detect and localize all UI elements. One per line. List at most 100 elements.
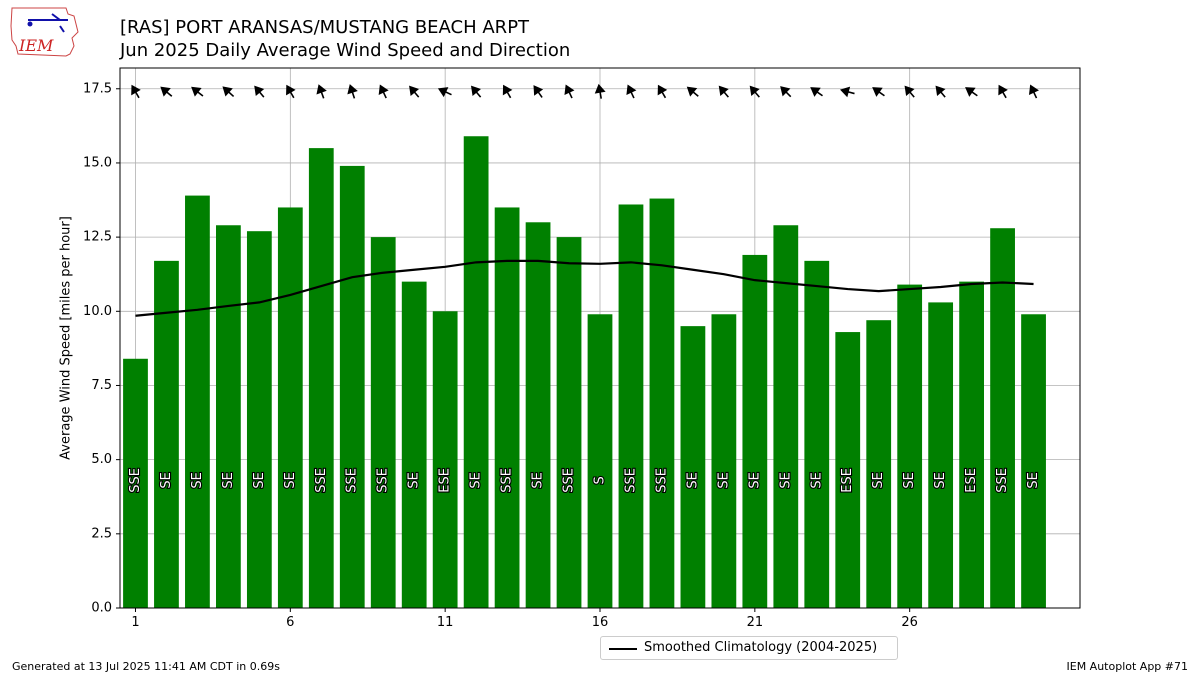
direction-label: SSE [623, 468, 638, 493]
y-axis-label: Average Wind Speed [miles per hour] [59, 216, 74, 460]
direction-label: SE [716, 472, 731, 488]
wind-arrow-head [686, 86, 698, 97]
bar [618, 204, 644, 608]
wind-arrow [160, 86, 173, 97]
wind-arrow [965, 87, 978, 97]
direction-label: SE [747, 472, 762, 488]
wind-arrow [780, 86, 792, 98]
y-tick-label: 17.5 [83, 81, 112, 96]
wind-arrow-head [316, 84, 327, 95]
wind-arrow-head [502, 84, 513, 96]
chart-subtitle: Jun 2025 Daily Average Wind Speed and Di… [120, 40, 571, 61]
wind-arrow-head [749, 85, 760, 97]
bar [959, 281, 984, 608]
direction-label: SE [252, 472, 267, 488]
bar [246, 231, 272, 608]
direction-label: ESE [438, 468, 453, 493]
wind-arrow [437, 87, 452, 98]
direction-label: SE [1026, 472, 1041, 488]
y-tick-label: 12.5 [83, 230, 112, 245]
x-tick-label: 1 [131, 615, 139, 630]
wind-arrow [502, 84, 513, 99]
wind-arrow-head [564, 84, 575, 95]
bar [401, 281, 427, 608]
wind-arrow-head [286, 84, 296, 96]
wind-arrow [1028, 84, 1039, 99]
wind-arrow-head [409, 85, 420, 97]
bar [339, 165, 365, 608]
chart-title: [RAS] PORT ARANSAS/MUSTANG BEACH ARPT [120, 17, 530, 38]
wind-arrow-head [378, 84, 389, 95]
direction-label: ESE [840, 468, 855, 493]
direction-label: SSE [345, 468, 360, 493]
app-credit: IEM Autoplot App #71 [1066, 660, 1189, 673]
wind-arrow [347, 84, 358, 99]
direction-label: SSE [500, 468, 515, 493]
direction-label: SE [809, 472, 824, 488]
bar [277, 207, 303, 608]
wind-arrow [254, 85, 265, 98]
direction-label: SE [933, 472, 948, 488]
legend-line-swatch [609, 648, 637, 650]
logo-text: IEM [18, 36, 54, 55]
y-tick-label: 5.0 [91, 452, 112, 467]
bar [866, 320, 892, 608]
chart-legend: Smoothed Climatology (2004-2025) [600, 636, 898, 660]
wind-arrow [286, 84, 296, 99]
direction-label: SE [531, 472, 546, 488]
direction-label: SE [685, 472, 700, 488]
direction-label: SSE [128, 468, 143, 493]
climatology-line [135, 259, 1034, 317]
direction-label: SSE [376, 468, 391, 493]
wind-arrow-head [160, 86, 171, 97]
wind-arrow [626, 84, 637, 99]
bar [494, 207, 520, 608]
wind-arrow [935, 85, 946, 98]
wind-arrow [191, 86, 204, 97]
direction-label: SSE [562, 468, 577, 493]
y-tick-label: 2.5 [91, 526, 112, 541]
wind-arrow-head [470, 85, 481, 97]
generated-timestamp: Generated at 13 Jul 2025 11:41 AM CDT in… [12, 660, 280, 673]
bar [525, 222, 551, 609]
wind-arrow-head [533, 85, 544, 96]
bar [897, 284, 923, 608]
bar [370, 237, 396, 608]
direction-label: SSE [314, 468, 329, 493]
wind-arrow [872, 87, 885, 97]
wind-arrow [131, 84, 141, 99]
wind-arrow-head [840, 86, 851, 98]
direction-label: SE [469, 472, 484, 488]
wind-arrow-head [965, 87, 976, 97]
wind-barb-icon [28, 13, 68, 33]
bar [990, 228, 1015, 608]
direction-label: SE [159, 472, 174, 488]
y-tick-label: 15.0 [83, 155, 112, 170]
bar [123, 358, 148, 608]
y-tick-label: 0.0 [91, 601, 112, 616]
wind-arrow-head [191, 86, 202, 97]
bar [835, 332, 861, 608]
bar [463, 136, 489, 608]
x-tick-label: 21 [747, 615, 764, 630]
wind-arrow-head [780, 86, 791, 97]
direction-label: S [593, 476, 608, 484]
bar [773, 225, 799, 608]
wind-arrow-head [810, 87, 821, 97]
bar [804, 260, 830, 608]
wind-arrow [564, 84, 575, 99]
wind-arrow-head [626, 84, 637, 95]
wind-arrow-head [131, 84, 141, 96]
bar [711, 314, 737, 608]
wind-arrow-head [718, 85, 729, 97]
wind-arrow [657, 84, 668, 99]
bar [556, 237, 582, 608]
direction-label: SE [221, 472, 236, 488]
y-tick-label: 7.5 [91, 378, 112, 393]
direction-label: SE [871, 472, 886, 488]
wind-arrow-head [872, 87, 883, 97]
x-tick-label: 11 [437, 615, 454, 630]
direction-label: SE [283, 472, 298, 488]
bar [432, 311, 458, 608]
